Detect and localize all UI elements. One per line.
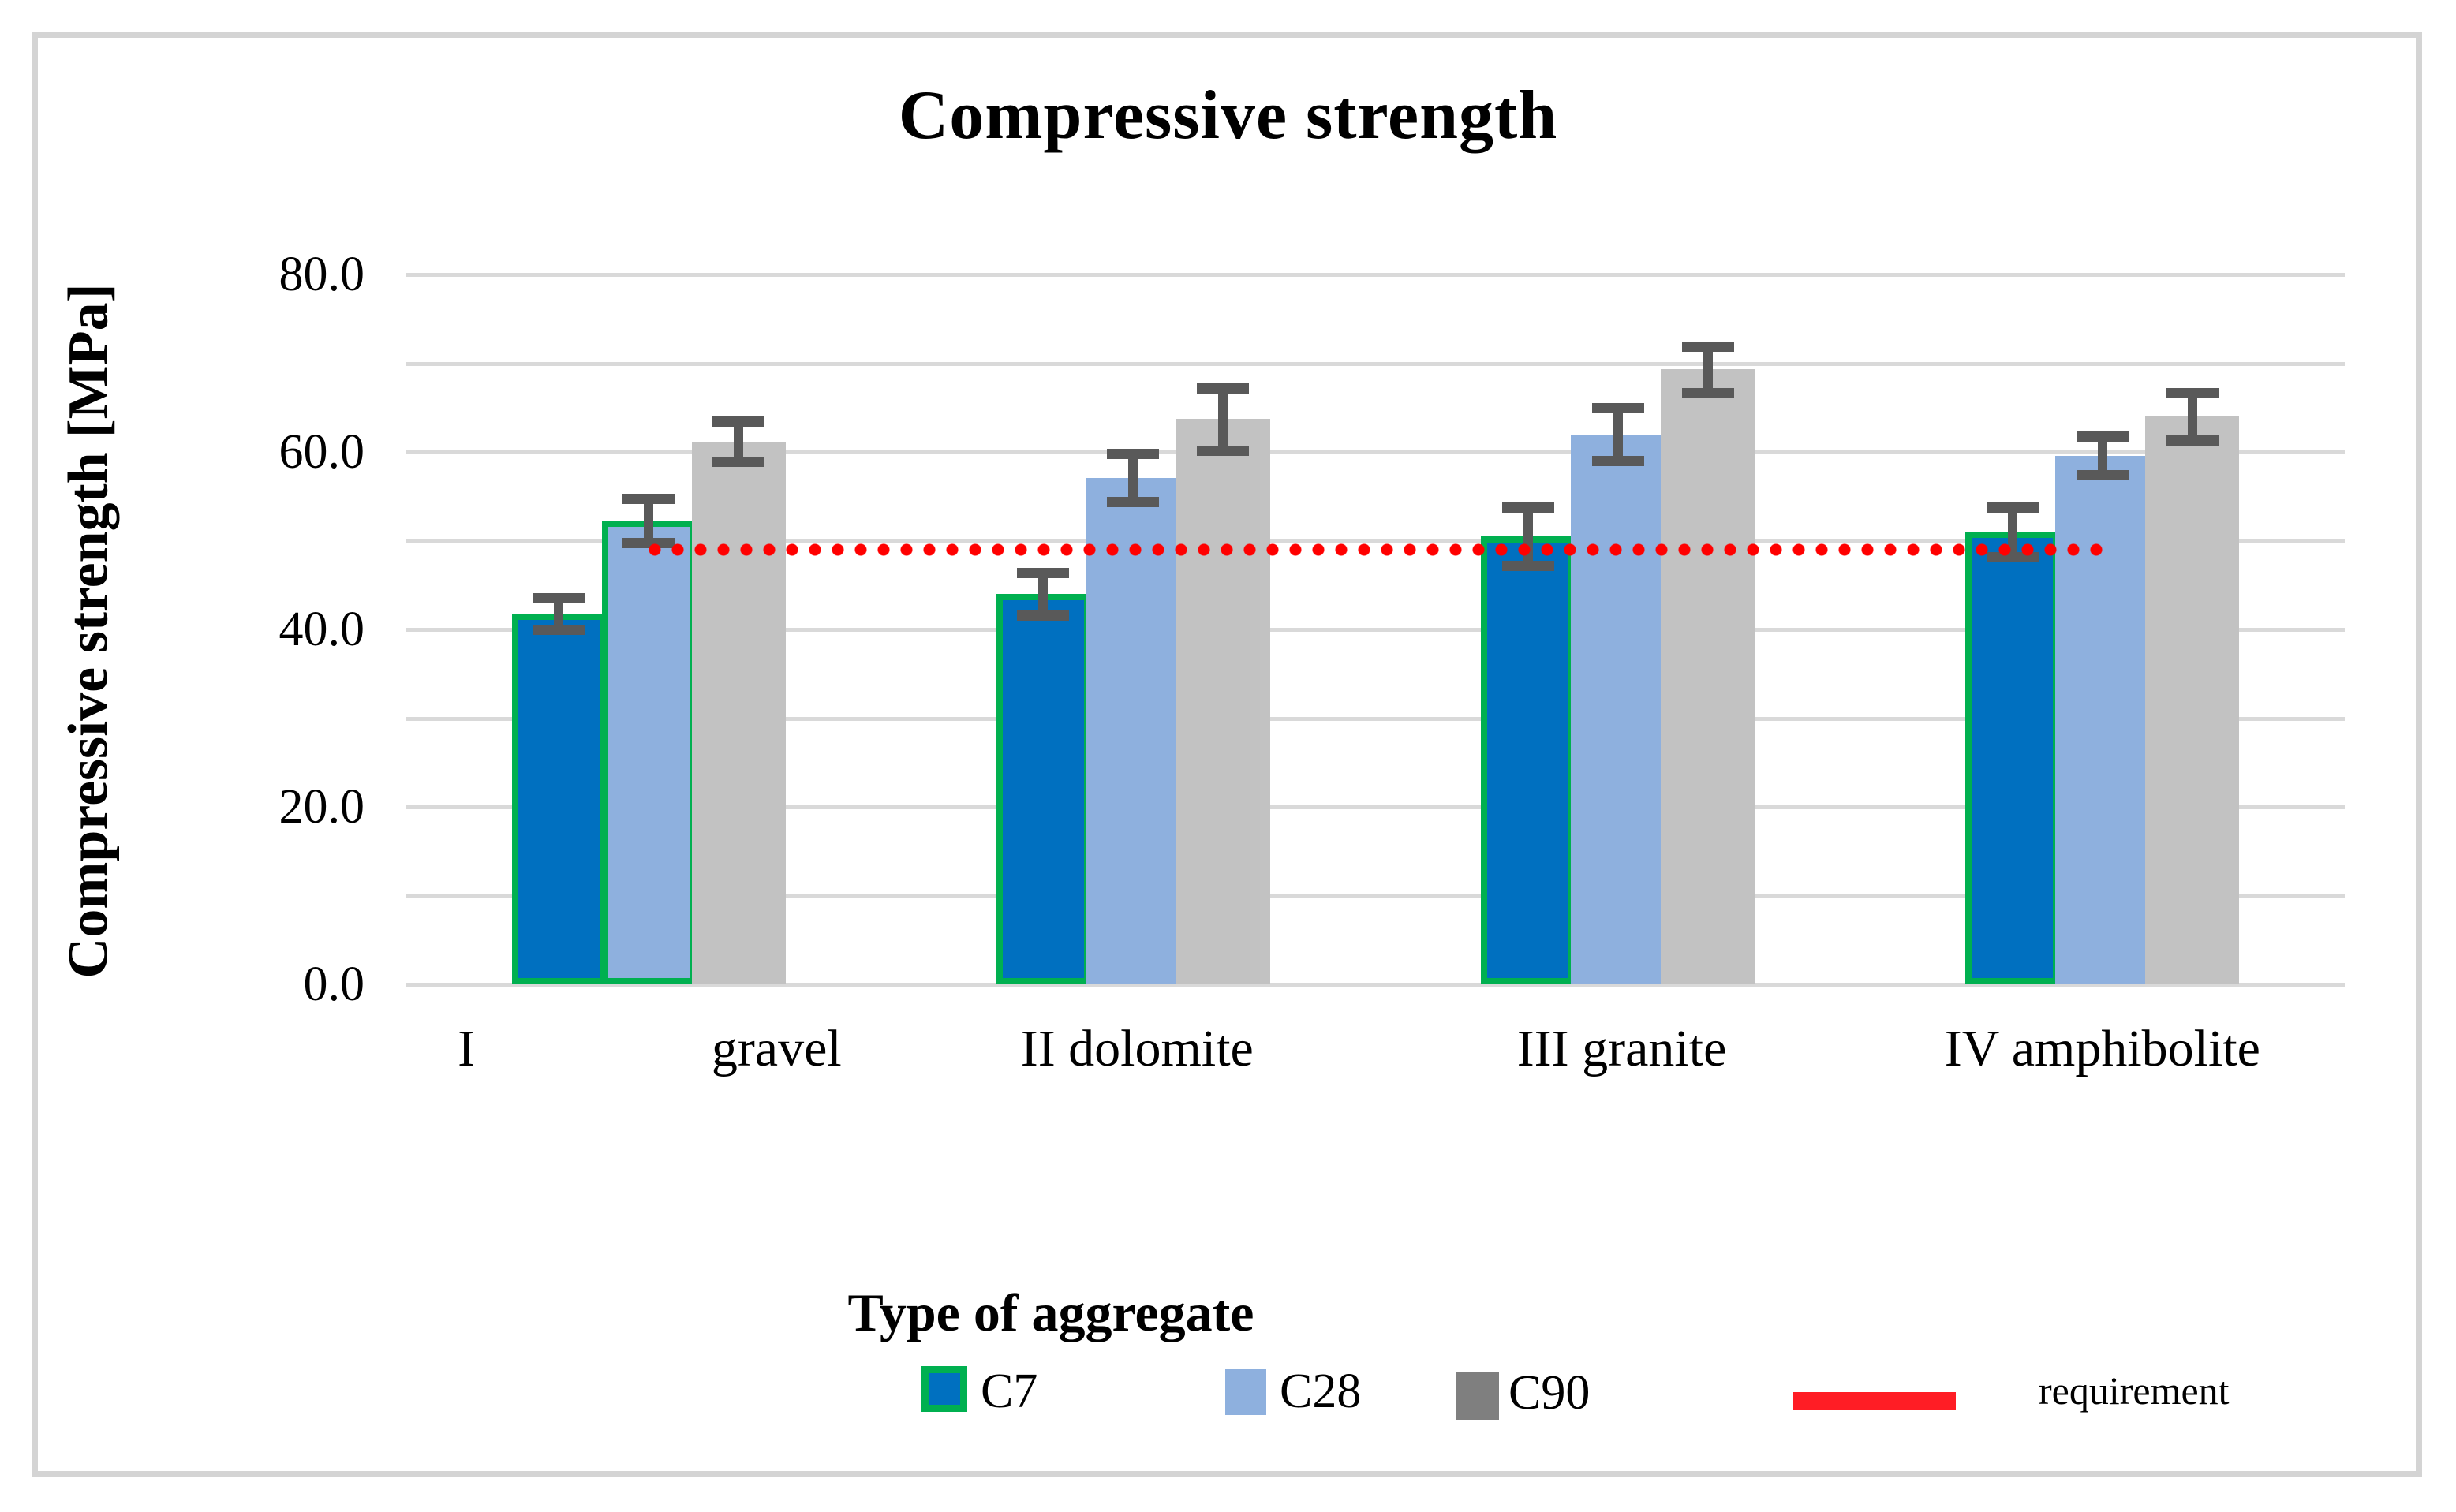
gridline-70 bbox=[406, 361, 2345, 366]
plot-area bbox=[406, 273, 2345, 987]
bar-c28-iv-amphibolite bbox=[2055, 455, 2150, 984]
bar-c7-i-gravel bbox=[511, 613, 606, 984]
gridline-0 bbox=[406, 983, 2345, 987]
bar-c28-ii-dolomite bbox=[1086, 477, 1180, 984]
bar-c7-iv-amphibolite bbox=[1965, 532, 2060, 984]
y-tick-label-20: 20.0 bbox=[278, 780, 365, 834]
gridline-20 bbox=[406, 805, 2345, 809]
x-tick-label-i: I bbox=[458, 1020, 476, 1077]
legend-label-requirement: requirement bbox=[2039, 1368, 2230, 1413]
bar-c90-i-gravel bbox=[691, 441, 786, 984]
bar-c90-iv-amphibolite bbox=[2145, 416, 2240, 984]
bar-c28-i-gravel bbox=[601, 520, 696, 984]
gridline-10 bbox=[406, 894, 2345, 898]
y-tick-label-40: 40.0 bbox=[278, 603, 365, 656]
x-tick-label-gravel: gravel bbox=[711, 1020, 842, 1077]
legend-swatch-c7 bbox=[921, 1366, 967, 1412]
gridline-60 bbox=[406, 450, 2345, 454]
legend-swatch-c90 bbox=[1456, 1372, 1499, 1420]
bar-c28-iii-granite bbox=[1571, 434, 1665, 984]
gridline-50 bbox=[406, 539, 2345, 543]
y-tick-label-60: 60.0 bbox=[278, 425, 365, 479]
bar-c90-iii-granite bbox=[1661, 369, 1755, 984]
legend-label-c28: C28 bbox=[1280, 1365, 1362, 1418]
y-tick-label-0: 0.0 bbox=[303, 958, 365, 1011]
y-tick-label-80: 80.0 bbox=[278, 248, 365, 301]
gridline-40 bbox=[406, 628, 2345, 632]
requirement-dotted-line bbox=[649, 543, 2103, 557]
legend-label-c7: C7 bbox=[981, 1365, 1038, 1418]
legend-label-c90: C90 bbox=[1508, 1366, 1591, 1420]
x-tick-label-iv-amphibolite: IV amphibolite bbox=[1944, 1020, 2260, 1077]
bar-c90-ii-dolomite bbox=[1176, 419, 1270, 984]
bar-c7-ii-dolomite bbox=[996, 594, 1090, 984]
legend-swatch-c28 bbox=[1225, 1369, 1266, 1415]
gridline-80 bbox=[406, 273, 2345, 277]
x-tick-label-ii-dolomite: II dolomite bbox=[1020, 1020, 1254, 1077]
bar-c7-iii-granite bbox=[1481, 536, 1576, 984]
gridline-30 bbox=[406, 716, 2345, 721]
chart-title: Compressive strength bbox=[898, 77, 1558, 154]
legend-requirement-line-icon bbox=[1793, 1392, 1956, 1410]
x-tick-label-iii-granite: III granite bbox=[1516, 1020, 1727, 1077]
x-axis-title: Type of aggregate bbox=[847, 1282, 1254, 1342]
